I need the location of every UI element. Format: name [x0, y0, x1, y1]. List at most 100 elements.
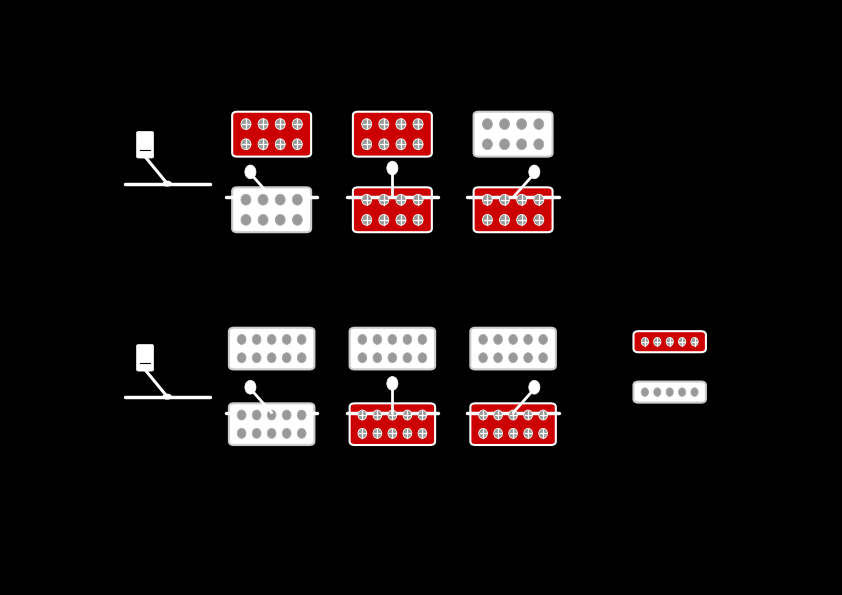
Ellipse shape: [499, 214, 509, 226]
Ellipse shape: [396, 195, 406, 205]
Ellipse shape: [413, 195, 423, 205]
Ellipse shape: [539, 334, 547, 345]
Ellipse shape: [396, 118, 406, 130]
Ellipse shape: [529, 380, 540, 394]
Ellipse shape: [493, 428, 503, 439]
Ellipse shape: [493, 410, 503, 420]
Ellipse shape: [509, 410, 518, 420]
Ellipse shape: [479, 334, 488, 345]
Ellipse shape: [482, 118, 493, 130]
Ellipse shape: [241, 214, 251, 226]
Ellipse shape: [297, 334, 306, 345]
Ellipse shape: [539, 353, 547, 363]
Ellipse shape: [388, 334, 397, 345]
Ellipse shape: [282, 410, 291, 420]
Ellipse shape: [534, 214, 544, 226]
FancyBboxPatch shape: [471, 403, 556, 445]
Ellipse shape: [267, 428, 276, 439]
Ellipse shape: [386, 377, 398, 390]
Ellipse shape: [388, 410, 397, 420]
Ellipse shape: [509, 353, 518, 363]
Ellipse shape: [258, 118, 268, 130]
Ellipse shape: [373, 353, 381, 363]
Ellipse shape: [479, 428, 488, 439]
FancyBboxPatch shape: [473, 112, 552, 156]
Ellipse shape: [413, 118, 423, 130]
Ellipse shape: [253, 428, 261, 439]
FancyBboxPatch shape: [349, 403, 435, 445]
Ellipse shape: [373, 428, 381, 439]
Ellipse shape: [517, 214, 526, 226]
Ellipse shape: [539, 410, 547, 420]
Ellipse shape: [691, 388, 698, 396]
Ellipse shape: [379, 139, 389, 150]
Ellipse shape: [163, 181, 171, 186]
Ellipse shape: [642, 337, 648, 346]
FancyBboxPatch shape: [353, 112, 432, 156]
Ellipse shape: [362, 214, 371, 226]
Ellipse shape: [237, 428, 246, 439]
Ellipse shape: [534, 195, 544, 205]
Ellipse shape: [237, 410, 246, 420]
Ellipse shape: [297, 410, 306, 420]
Ellipse shape: [292, 139, 302, 150]
Ellipse shape: [534, 139, 544, 150]
FancyBboxPatch shape: [633, 381, 706, 403]
Ellipse shape: [275, 139, 285, 150]
Ellipse shape: [267, 410, 276, 420]
Ellipse shape: [418, 334, 427, 345]
Ellipse shape: [493, 353, 503, 363]
Ellipse shape: [358, 428, 367, 439]
Ellipse shape: [245, 165, 256, 178]
Ellipse shape: [386, 161, 398, 175]
Ellipse shape: [253, 353, 261, 363]
Ellipse shape: [237, 334, 246, 345]
Ellipse shape: [691, 337, 698, 346]
Ellipse shape: [396, 214, 406, 226]
Ellipse shape: [679, 337, 685, 346]
Ellipse shape: [534, 118, 544, 130]
Ellipse shape: [524, 353, 532, 363]
Ellipse shape: [403, 353, 412, 363]
Ellipse shape: [297, 428, 306, 439]
Ellipse shape: [241, 139, 251, 150]
FancyBboxPatch shape: [136, 131, 153, 158]
Ellipse shape: [642, 388, 648, 396]
Ellipse shape: [237, 353, 246, 363]
Ellipse shape: [666, 337, 674, 346]
Ellipse shape: [292, 118, 302, 130]
Ellipse shape: [403, 410, 412, 420]
Ellipse shape: [358, 334, 367, 345]
Ellipse shape: [297, 353, 306, 363]
Ellipse shape: [517, 118, 526, 130]
Ellipse shape: [258, 195, 268, 205]
Ellipse shape: [379, 118, 389, 130]
Ellipse shape: [253, 410, 261, 420]
Ellipse shape: [493, 334, 503, 345]
Ellipse shape: [267, 353, 276, 363]
FancyBboxPatch shape: [633, 331, 706, 352]
Ellipse shape: [388, 353, 397, 363]
Ellipse shape: [418, 353, 427, 363]
Ellipse shape: [282, 353, 291, 363]
Ellipse shape: [258, 214, 268, 226]
Ellipse shape: [679, 388, 685, 396]
Ellipse shape: [482, 139, 493, 150]
Ellipse shape: [245, 380, 256, 394]
Ellipse shape: [282, 428, 291, 439]
FancyBboxPatch shape: [232, 112, 312, 156]
Ellipse shape: [362, 118, 371, 130]
Ellipse shape: [275, 214, 285, 226]
FancyBboxPatch shape: [473, 187, 552, 232]
Ellipse shape: [241, 195, 251, 205]
Ellipse shape: [403, 334, 412, 345]
Ellipse shape: [396, 139, 406, 150]
Ellipse shape: [163, 394, 171, 399]
Ellipse shape: [413, 139, 423, 150]
Ellipse shape: [482, 195, 493, 205]
FancyBboxPatch shape: [136, 345, 153, 371]
Ellipse shape: [499, 195, 509, 205]
FancyBboxPatch shape: [349, 328, 435, 369]
Ellipse shape: [379, 214, 389, 226]
Ellipse shape: [653, 337, 661, 346]
